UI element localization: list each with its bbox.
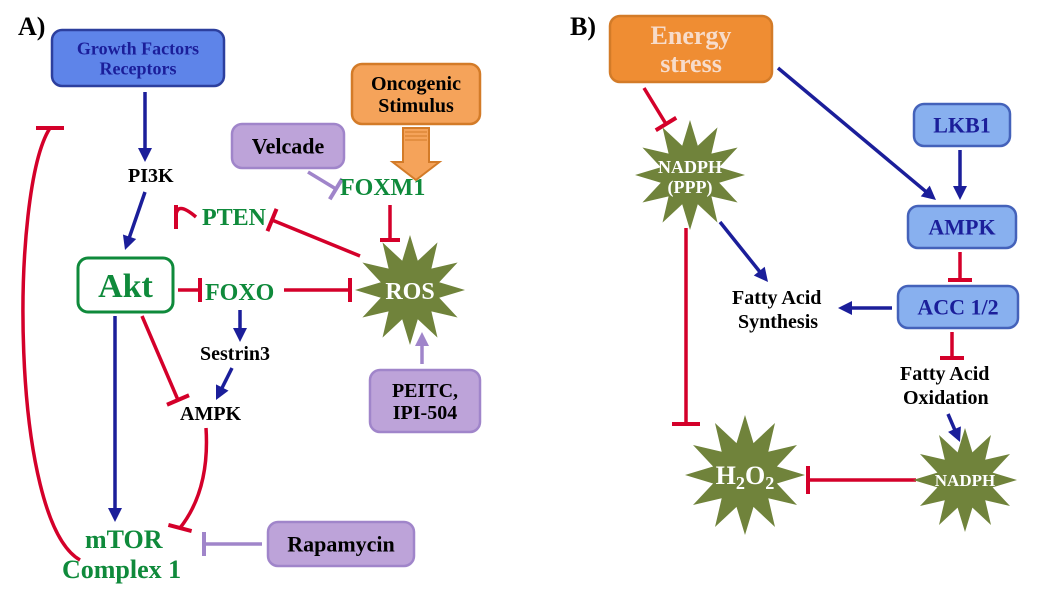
energy-ampkB [778, 68, 927, 192]
ros-label: ROS [385, 279, 434, 305]
velcade-foxm1 [308, 172, 336, 189]
pi3k-akt [129, 192, 145, 239]
pi3k-label: PI3K [128, 165, 174, 187]
energy-label-0: Energy [651, 21, 732, 50]
fa_syn1-label: Fatty Acid [732, 287, 821, 309]
ampk-mtor [180, 428, 206, 528]
lkb1-label-0: LKB1 [933, 113, 990, 138]
nadph-fasyn [720, 222, 761, 273]
akt-ampkA [142, 316, 178, 400]
velcade-label-0: Velcade [252, 134, 325, 159]
foxm1-label: FOXM1 [340, 175, 425, 201]
nadph2-label: NADPH [935, 471, 995, 490]
ampkB-label-0: AMPK [928, 215, 995, 240]
pten-label: PTEN [202, 205, 267, 231]
gfr-label-0: Growth Factors [77, 38, 199, 58]
sestrin-ampk [221, 368, 232, 389]
fa_syn2-label: Synthesis [738, 311, 818, 333]
pten-pi3k [176, 209, 196, 218]
foxo-label: FOXO [205, 280, 274, 306]
panel-a-label: A) [18, 12, 45, 41]
mtor-gfr-fb [23, 128, 80, 560]
fa_ox2-label: Oxidation [903, 387, 989, 409]
peitc-label-0: PEITC, [392, 380, 458, 402]
rapamycin-label-0: Rapamycin [287, 532, 395, 557]
onco-label-0: Oncogenic [371, 73, 461, 95]
mtor1-label: mTOR [85, 525, 163, 554]
nadph-ppp-label-2: (PPP) [668, 177, 713, 198]
ros-pten [272, 220, 360, 256]
acc-label-0: ACC 1/2 [917, 295, 998, 320]
energy-nadph [644, 88, 666, 124]
nadph-ppp-label-1: NADPH [658, 157, 722, 177]
onco-label-1: Stimulus [378, 95, 454, 117]
sestrin-label: Sestrin3 [200, 343, 270, 365]
ampkA-label: AMPK [180, 403, 242, 425]
gfr-label-1: Receptors [100, 58, 177, 78]
fa_ox1-label: Fatty Acid [900, 363, 989, 385]
akt-label: Akt [98, 268, 153, 305]
peitc-label-1: IPI-504 [393, 402, 457, 424]
mtor2-label: Complex 1 [62, 555, 181, 584]
energy-label-1: stress [660, 49, 722, 78]
faox-nadph2 [948, 414, 955, 431]
panel-b-label: B) [570, 12, 596, 41]
